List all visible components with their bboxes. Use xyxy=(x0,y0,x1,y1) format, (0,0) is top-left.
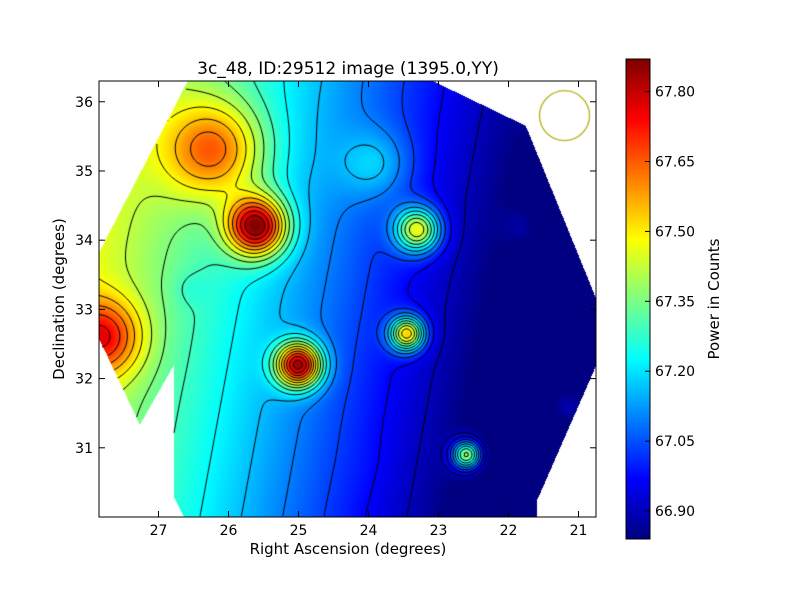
x-tick-label: 26 xyxy=(220,523,238,539)
colorbar-tick-label: 67.65 xyxy=(655,155,695,171)
x-tick-label: 23 xyxy=(430,523,448,539)
x-tick-label: 25 xyxy=(290,523,308,539)
x-tick-label: 21 xyxy=(570,523,588,539)
plot-area xyxy=(98,80,597,518)
colorbar: 67.80 67.65 67.50 67.35 67.20 67.05 66.90 xyxy=(625,58,695,540)
colorbar-frame xyxy=(625,58,651,540)
x-tick-label: 27 xyxy=(150,523,168,539)
y-tick-label: 33 xyxy=(75,302,93,318)
colorbar-tick-label: 67.05 xyxy=(655,434,695,450)
colorbar-tick-label: 67.20 xyxy=(655,364,695,380)
colorbar-ticks: 67.80 67.65 67.50 67.35 67.20 67.05 66.90 xyxy=(645,85,695,520)
y-tick-label: 32 xyxy=(75,372,93,388)
colorbar-tick-label: 67.35 xyxy=(655,294,695,310)
y-tick-label: 35 xyxy=(75,164,93,180)
x-axis-label: Right Ascension (degrees) xyxy=(250,540,447,558)
heatmap-canvas xyxy=(99,81,596,517)
y-tick-label: 36 xyxy=(75,95,93,111)
colorbar-tick-label: 67.80 xyxy=(655,85,695,101)
y-axis-label: Declination (degrees) xyxy=(50,218,68,380)
colorbar-tick-label: 67.50 xyxy=(655,224,695,240)
x-tick-label: 24 xyxy=(360,523,378,539)
x-axis: 27 26 25 24 23 22 21 xyxy=(150,81,588,539)
y-tick-label: 34 xyxy=(75,233,93,249)
colorbar-gradient xyxy=(626,59,650,539)
colorbar-tick-label: 66.90 xyxy=(655,504,695,520)
colorbar-label: Power in Counts xyxy=(705,238,723,359)
y-tick-label: 31 xyxy=(75,441,93,457)
y-axis: 31 32 33 34 35 36 xyxy=(75,95,596,457)
plot-frame xyxy=(98,80,597,518)
chart-title: 3c_48, ID:29512 image (1395.0,YY) xyxy=(197,59,499,79)
x-tick-label: 22 xyxy=(500,523,518,539)
